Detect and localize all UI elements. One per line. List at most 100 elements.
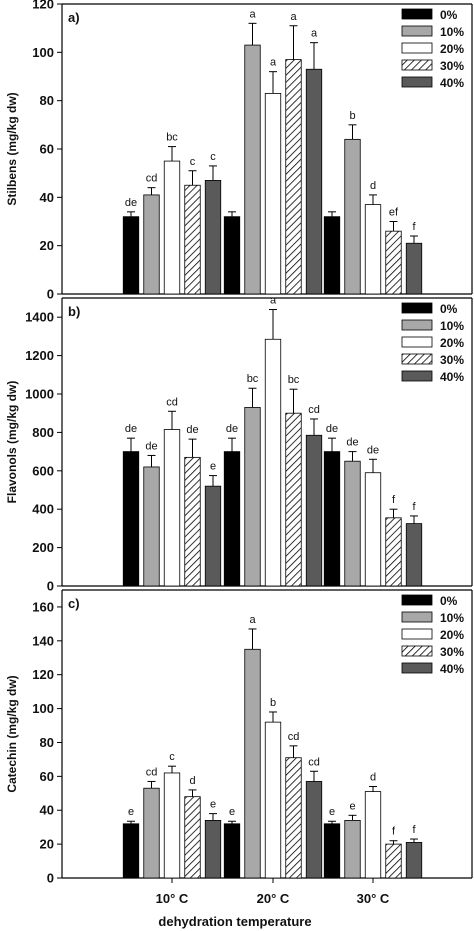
y-tick-label: 0 xyxy=(47,287,54,302)
significance-label: b xyxy=(270,697,276,709)
significance-label: e xyxy=(210,461,216,473)
significance-label: f xyxy=(412,501,416,513)
significance-label: a xyxy=(270,295,277,307)
y-tick-label: 1000 xyxy=(25,387,54,402)
y-tick-label: 40 xyxy=(40,803,54,818)
y-tick-label: 100 xyxy=(32,701,54,716)
bar xyxy=(323,216,341,295)
bar xyxy=(323,823,341,879)
bar xyxy=(244,44,261,295)
significance-label: de xyxy=(125,197,137,209)
bar xyxy=(163,429,181,587)
legend-swatch xyxy=(401,662,433,674)
bar xyxy=(122,451,140,587)
significance-label: f xyxy=(392,494,396,506)
x-category-label: 30° C xyxy=(357,891,390,906)
bar xyxy=(264,338,282,587)
significance-label: bc xyxy=(166,132,178,144)
legend-swatch xyxy=(401,42,433,54)
significance-label: e xyxy=(128,806,134,818)
panel-label: c) xyxy=(68,596,80,611)
bar xyxy=(244,648,261,879)
y-tick-label: 120 xyxy=(32,0,54,12)
y-tick-label: 800 xyxy=(32,425,54,440)
x-category-label: 20° C xyxy=(257,891,290,906)
legend-label: 20% xyxy=(440,628,464,642)
legend-label: 10% xyxy=(440,25,464,39)
bar xyxy=(364,472,382,587)
legend-swatch xyxy=(401,353,433,365)
bar xyxy=(285,757,302,879)
legend-swatch xyxy=(401,76,433,88)
bar xyxy=(204,180,222,295)
bar xyxy=(323,451,341,587)
significance-label: de xyxy=(367,444,379,456)
bar xyxy=(344,460,361,587)
bar xyxy=(204,820,222,879)
significance-label: c xyxy=(169,751,175,763)
bar xyxy=(143,466,160,587)
y-tick-label: 20 xyxy=(40,837,54,852)
bar xyxy=(305,68,323,295)
significance-label: c xyxy=(190,156,196,168)
y-tick-label: 120 xyxy=(32,667,54,682)
bar xyxy=(204,485,222,587)
bar xyxy=(184,456,201,587)
bar xyxy=(143,787,160,879)
significance-label: d xyxy=(370,772,376,784)
chart-panel: 0 200 400 600 800 1000 1200 1400 Flavonols (mg/k… xyxy=(5,295,473,594)
significance-label: cd xyxy=(308,756,320,768)
significance-label: f xyxy=(392,826,396,838)
legend-label: 40% xyxy=(440,662,464,676)
significance-label: e xyxy=(329,806,335,818)
significance-label: a xyxy=(249,8,256,20)
legend-swatch xyxy=(401,336,433,348)
bar xyxy=(364,791,382,879)
y-tick-label: 80 xyxy=(40,93,54,108)
y-tick-label: 0 xyxy=(47,871,54,886)
significance-label: de xyxy=(346,437,358,449)
significance-label: f xyxy=(412,824,416,836)
bar xyxy=(244,407,261,587)
legend-label: 10% xyxy=(440,611,464,625)
legend-swatch xyxy=(401,319,433,331)
bar xyxy=(405,242,423,295)
significance-label: de xyxy=(226,423,238,435)
significance-label: de xyxy=(125,423,137,435)
bar xyxy=(385,517,402,587)
significance-label: d xyxy=(370,180,376,192)
significance-label: f xyxy=(412,221,416,233)
bar xyxy=(405,842,423,879)
y-axis-label: Flavonols (mg/kg dw) xyxy=(5,381,19,504)
legend-swatch xyxy=(401,59,433,71)
legend-label: 40% xyxy=(440,76,464,90)
significance-label: a xyxy=(270,57,277,69)
legend-label: 0% xyxy=(440,302,458,316)
bar xyxy=(122,216,140,295)
chart-panel: 0 20 40 60 80 100 120 140 160 Catechin (mg/kg dw)… xyxy=(5,589,473,906)
bar xyxy=(305,781,323,879)
significance-label: cd xyxy=(308,404,320,416)
bar xyxy=(344,138,361,295)
significance-label: cd xyxy=(146,173,158,185)
bar xyxy=(385,843,402,879)
significance-label: bc xyxy=(288,374,300,386)
bar xyxy=(223,823,241,879)
y-tick-label: 1200 xyxy=(25,348,54,363)
bar xyxy=(305,434,323,587)
legend-label: 30% xyxy=(440,59,464,73)
legend-label: 20% xyxy=(440,336,464,350)
legend-swatch xyxy=(401,594,433,606)
y-tick-label: 20 xyxy=(40,238,54,253)
bar xyxy=(364,204,382,295)
y-tick-label: 40 xyxy=(40,190,54,205)
legend-label: 0% xyxy=(440,594,458,608)
x-axis-title: dehydration temperature xyxy=(158,914,311,929)
significance-label: bc xyxy=(247,373,259,385)
y-tick-label: 80 xyxy=(40,735,54,750)
legend-swatch xyxy=(401,628,433,640)
significance-label: cd xyxy=(146,766,158,778)
legend-swatch xyxy=(401,25,433,37)
bar xyxy=(223,451,241,587)
